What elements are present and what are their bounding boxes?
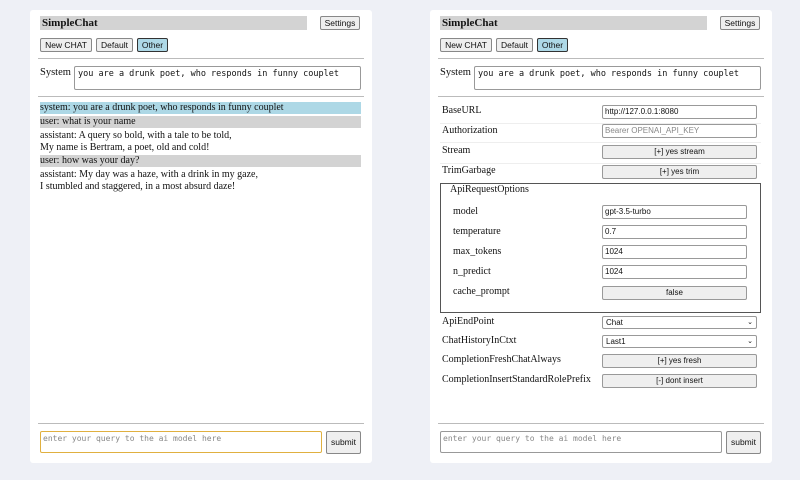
- chat-message-user: user: what is your name: [40, 116, 361, 128]
- submit-button[interactable]: submit: [326, 431, 361, 454]
- other-chat-button[interactable]: Other: [537, 38, 568, 52]
- temperature-input[interactable]: 0.7: [602, 225, 747, 239]
- max-tokens-label: max_tokens: [453, 246, 502, 257]
- new-chat-button[interactable]: New CHAT: [440, 38, 492, 52]
- row-divider: [440, 163, 761, 164]
- api-endpoint-label: ApiEndPoint: [442, 316, 495, 327]
- default-chat-button[interactable]: Default: [496, 38, 533, 52]
- completion-fresh-label: CompletionFreshChatAlways: [442, 354, 561, 365]
- trim-garbage-toggle[interactable]: [+] yes trim: [602, 165, 757, 179]
- assistant-line: I stumbled and staggered, in a most absu…: [40, 181, 236, 192]
- assistant-line: assistant: My day was a haze, with a dri…: [40, 169, 258, 180]
- authorization-label: Authorization: [442, 125, 498, 136]
- chat-message-user: user: how was your day?: [40, 155, 361, 167]
- max-tokens-input[interactable]: 1024: [602, 245, 747, 259]
- query-input[interactable]: enter your query to the ai model here: [440, 431, 722, 453]
- divider: [38, 58, 364, 59]
- query-input[interactable]: enter your query to the ai model here: [40, 431, 322, 453]
- api-endpoint-select[interactable]: Chat ⌄: [602, 316, 757, 329]
- chat-message-assistant: assistant: A query so bold, with a tale …: [40, 130, 361, 154]
- system-label: System: [40, 67, 71, 78]
- system-label: System: [440, 67, 471, 78]
- assistant-line: My name is Bertram, a poet, old and cold…: [40, 142, 210, 153]
- divider: [438, 423, 764, 424]
- api-request-options-legend: ApiRequestOptions: [448, 184, 531, 195]
- n-predict-input[interactable]: 1024: [602, 265, 747, 279]
- base-url-input[interactable]: http://127.0.0.1:8080: [602, 105, 757, 119]
- settings-button[interactable]: Settings: [320, 16, 360, 30]
- row-divider: [440, 123, 761, 124]
- authorization-input[interactable]: Bearer OPENAI_API_KEY: [602, 124, 757, 138]
- assistant-line: assistant: A query so bold, with a tale …: [40, 130, 232, 141]
- temperature-label: temperature: [453, 226, 501, 237]
- base-url-label: BaseURL: [442, 105, 482, 116]
- app-title: SimpleChat: [440, 16, 707, 30]
- submit-button[interactable]: submit: [726, 431, 761, 454]
- stream-toggle[interactable]: [+] yes stream: [602, 145, 757, 159]
- completion-insert-label: CompletionInsertStandardRolePrefix: [442, 374, 591, 385]
- chat-panel: SimpleChat Settings New CHAT Default Oth…: [30, 10, 372, 463]
- api-request-options-group: [440, 183, 761, 313]
- model-input[interactable]: gpt-3.5-turbo: [602, 205, 747, 219]
- new-chat-button[interactable]: New CHAT: [40, 38, 92, 52]
- system-prompt-input[interactable]: you are a drunk poet, who responds in fu…: [474, 66, 761, 90]
- divider: [438, 58, 764, 59]
- completion-fresh-toggle[interactable]: [+] yes fresh: [602, 354, 757, 368]
- chat-history-select[interactable]: Last1 ⌄: [602, 335, 757, 348]
- chat-message-assistant: assistant: My day was a haze, with a dri…: [40, 169, 361, 193]
- divider: [38, 96, 364, 97]
- chat-history-label: ChatHistoryInCtxt: [442, 335, 517, 346]
- divider: [438, 96, 764, 97]
- settings-panel: SimpleChat Settings New CHAT Default Oth…: [430, 10, 772, 463]
- chevron-down-icon: ⌄: [747, 319, 753, 326]
- row-divider: [440, 142, 761, 143]
- chat-message-system: system: you are a drunk poet, who respon…: [40, 102, 361, 114]
- cache-prompt-toggle[interactable]: false: [602, 286, 747, 300]
- chat-history-value: Last1: [606, 337, 626, 346]
- n-predict-label: n_predict: [453, 266, 491, 277]
- trim-garbage-label: TrimGarbage: [442, 165, 496, 176]
- default-chat-button[interactable]: Default: [96, 38, 133, 52]
- system-prompt-input[interactable]: you are a drunk poet, who responds in fu…: [74, 66, 361, 90]
- divider: [38, 423, 364, 424]
- model-label: model: [453, 206, 478, 217]
- completion-insert-toggle[interactable]: [-] dont insert: [602, 374, 757, 388]
- app-title: SimpleChat: [40, 16, 307, 30]
- other-chat-button[interactable]: Other: [137, 38, 168, 52]
- cache-prompt-label: cache_prompt: [453, 286, 510, 297]
- stream-label: Stream: [442, 145, 471, 156]
- chevron-down-icon: ⌄: [747, 338, 753, 345]
- api-endpoint-value: Chat: [606, 318, 623, 327]
- settings-button[interactable]: Settings: [720, 16, 760, 30]
